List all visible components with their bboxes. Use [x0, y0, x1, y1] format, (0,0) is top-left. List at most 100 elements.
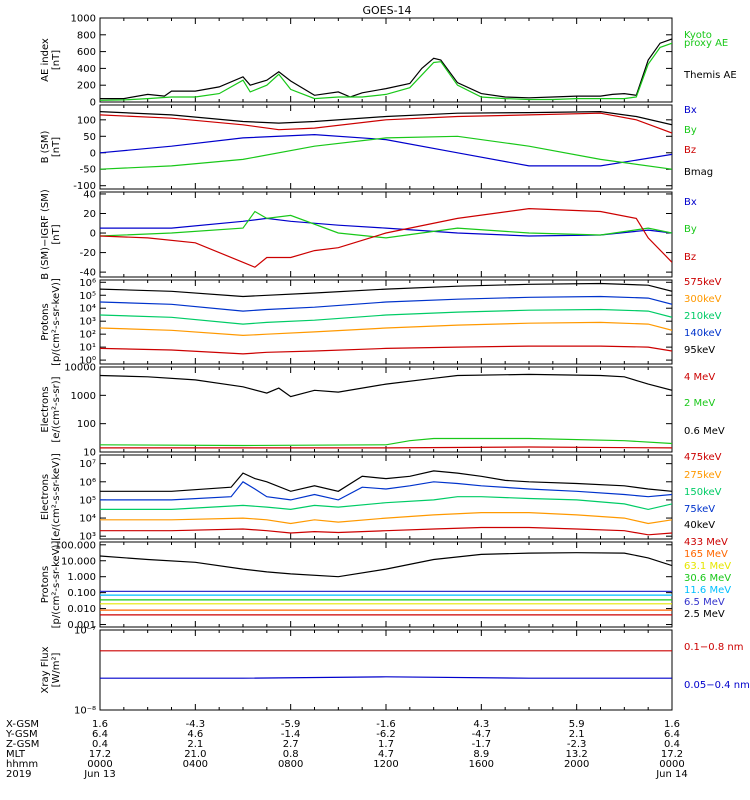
footer-row-label: MLT: [6, 749, 26, 760]
y-tick-label: 10: [83, 448, 96, 459]
y-axis-label: [p/(cm²-s-sr-keV)]: [51, 278, 62, 366]
footer-cell: 5.9: [569, 719, 585, 730]
panel-frame: [99, 17, 673, 103]
footer-cell: 1.6: [92, 719, 108, 730]
series-line-2-mev: [100, 437, 672, 447]
footer-cell: 1600: [469, 759, 494, 770]
series-line-475kev: [100, 526, 672, 536]
y-tick-label: 20: [83, 209, 96, 220]
y-tick-label: 100.000: [55, 540, 96, 551]
y-tick-label: 10⁵: [79, 291, 96, 302]
y-tick-label: 1.000: [67, 572, 96, 583]
y-axis-label: [e/(cm²-s-sr-keV)]: [51, 453, 62, 541]
panel-xray: 10⁻⁸ 10⁻⁷ Xray Flux [W/m²] 0.1−0.8 nm 0.05−0.…: [40, 626, 750, 717]
legend-475kev: 475keV: [684, 452, 722, 463]
y-tick-label: 0: [90, 148, 96, 159]
footer-cell: 13.2: [566, 749, 588, 760]
y-tick-label: 10³: [79, 317, 96, 328]
y-tick-label: 200: [77, 81, 96, 92]
y-tick-label: 50: [83, 132, 96, 143]
footer-cell: 4.3: [473, 719, 489, 730]
footer-cell: 6.4: [92, 729, 108, 740]
y-tick-label: 10⁵: [79, 495, 96, 506]
footer-cell: 0.8: [283, 749, 299, 760]
panel-protons_mev: 0.001 0.010 0.100 1.000 10.000 100.000 Protons…: [40, 537, 731, 631]
footer-cell: Jun 13: [83, 769, 116, 780]
y-axis-label: Electrons: [40, 386, 51, 432]
y-tick-label: 1000: [71, 14, 96, 25]
y-axis-label: Xray Flux: [40, 646, 51, 693]
footer-cell: 0800: [278, 759, 303, 770]
legend-bmag: Bmag: [684, 167, 713, 178]
y-tick-label: 10⁷: [79, 459, 96, 470]
legend-0-1-0-8-nm: 0.1−0.8 nm: [684, 642, 743, 653]
y-tick-label: -50: [80, 165, 96, 176]
y-tick-label: 0.001: [67, 620, 96, 631]
panel-frame: [99, 629, 673, 711]
series-line-140kev: [100, 295, 672, 312]
series-line-0-6-mev: [100, 373, 672, 398]
panel-ae: 0 200 400 600 800 1000 AE index [nT] Kyotoproxy …: [40, 14, 737, 109]
series-line-95kev: [100, 282, 672, 298]
y-axis-label: Electrons: [40, 474, 51, 520]
legend-30-6-mev: 30.6 MeV: [684, 573, 731, 584]
footer-row-label: X-GSM: [6, 719, 39, 730]
y-axis-label: [W/m²]: [51, 652, 62, 687]
series-line-kyoto-proxy-ae: [100, 42, 672, 101]
footer-cell: 21.0: [184, 749, 206, 760]
legend-433-mev: 433 MeV: [684, 537, 728, 548]
footer-cell: -4.7: [472, 729, 492, 740]
series-line-575kev: [100, 345, 672, 355]
y-tick-label: 1000: [71, 391, 96, 402]
panel-electrons_kev: 10³ 10⁴ 10⁵ 10⁶ 10⁷ Electrons [e/(cm²-s-sr-keV…: [40, 452, 722, 543]
footer-cell: 4.6: [187, 729, 203, 740]
legend-11-6-mev: 11.6 MeV: [684, 585, 731, 596]
y-tick-label: 10.000: [61, 556, 96, 567]
footer-row-label: Y-GSM: [5, 729, 38, 740]
y-tick-label: 10¹: [79, 343, 96, 354]
series-group: [100, 470, 672, 536]
footer-cell: 2000: [564, 759, 589, 770]
series-group: [100, 282, 672, 355]
y-tick-label: 100: [77, 115, 96, 126]
series-line-by: [100, 135, 672, 170]
footer-cell: 0000: [659, 759, 684, 770]
panel-frame: [99, 541, 673, 628]
series-group: [100, 373, 672, 449]
panel-frame: [99, 104, 673, 190]
footer-cell: 1200: [373, 759, 398, 770]
y-axis-label: AE index: [40, 38, 51, 82]
series-line-75kev: [100, 481, 672, 501]
footer-cell: 6.4: [664, 729, 680, 740]
chart-title: GOES-14: [362, 4, 411, 17]
series-line-210kev: [100, 308, 672, 325]
series-line-bmag: [100, 110, 672, 126]
y-tick-label: 10⁻⁸: [74, 706, 96, 717]
legend-bx: Bx: [684, 197, 697, 208]
y-tick-label: 10⁶: [79, 278, 96, 289]
legend-bz: Bz: [684, 145, 696, 156]
y-axis-label: [nT]: [51, 137, 62, 157]
panel-protons_mag: 10⁰ 10¹ 10² 10³ 10⁴ 10⁵ 10⁶ Protons [p/(cm²-s-sr…: [40, 277, 722, 367]
series-line-0-05-0-4-nm: [100, 676, 672, 679]
series-group: [100, 110, 672, 170]
y-axis-label: Protons: [40, 303, 51, 340]
footer-cell: 1.6: [664, 719, 680, 730]
y-tick-label: 10⁻⁷: [74, 626, 96, 637]
y-axis-label: Protons: [40, 566, 51, 603]
footer-cell: 2.1: [569, 729, 585, 740]
y-tick-label: 400: [77, 64, 96, 75]
footer-cell: 0.4: [664, 739, 680, 750]
legend-40kev: 40keV: [684, 520, 715, 531]
footer-cell: Jun 14: [655, 769, 688, 780]
y-tick-label: -40: [80, 268, 96, 279]
legend-2-5-mev: 2.5 MeV: [684, 609, 725, 620]
footer-cell: 2.1: [187, 739, 203, 750]
legend-165-mev: 165 MeV: [684, 549, 728, 560]
footer-row-label: 2019: [6, 769, 31, 780]
legend-0-6-mev: 0.6 MeV: [684, 426, 725, 437]
legend-150kev: 150keV: [684, 487, 722, 498]
y-tick-label: 800: [77, 30, 96, 41]
legend-95kev: 95keV: [684, 345, 715, 356]
